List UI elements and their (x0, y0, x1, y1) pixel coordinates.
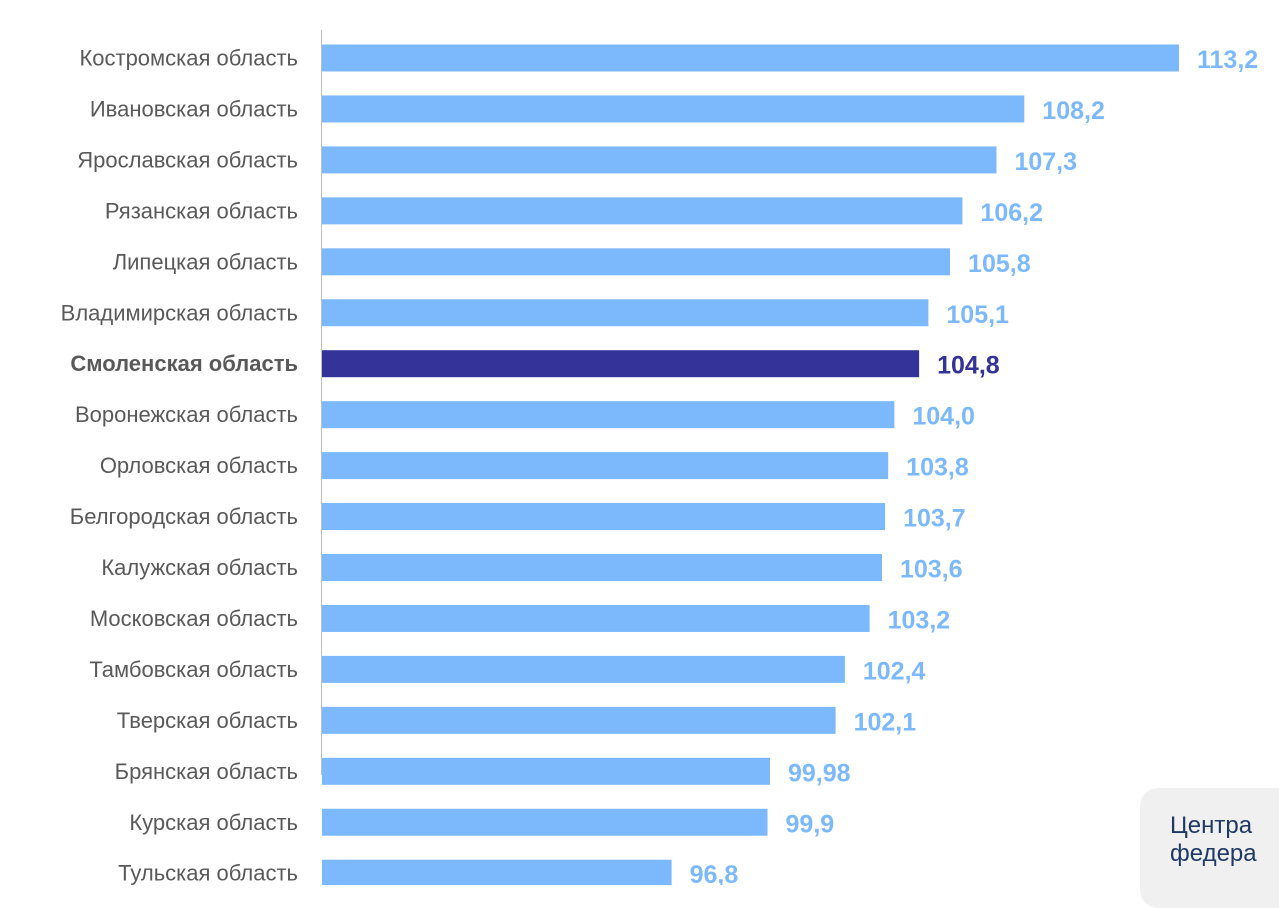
bar (322, 808, 768, 836)
bar (322, 604, 870, 632)
bar (322, 299, 929, 327)
value-label: 103,8 (906, 454, 969, 482)
value-label: 105,8 (968, 250, 1031, 278)
category-label: Рязанская область (105, 198, 298, 223)
value-label: 99,98 (788, 759, 851, 787)
bars-group (322, 44, 1179, 885)
category-label: Курская область (129, 810, 298, 835)
value-label: 103,7 (903, 505, 966, 533)
bar (322, 757, 770, 785)
category-label: Воронежская область (75, 402, 298, 427)
category-label: Липецкая область (113, 249, 298, 274)
bar (322, 401, 895, 429)
value-label: 106,2 (980, 199, 1043, 227)
bar (322, 350, 920, 378)
value-label: 105,1 (946, 301, 1009, 329)
value-label: 102,4 (863, 657, 926, 685)
value-label: 104,8 (937, 352, 1000, 380)
bar (322, 452, 889, 480)
category-label: Ярославская область (77, 147, 298, 172)
bar (322, 554, 882, 581)
note-line-1: Центра (1170, 812, 1253, 839)
bar (322, 146, 997, 174)
value-label: 104,0 (912, 403, 975, 431)
category-label: Брянская область (115, 759, 298, 784)
category-label: Тамбовская область (89, 657, 298, 682)
category-label: Владимирская область (61, 300, 298, 325)
category-labels-group: Костромская область Ивановская область Яро… (61, 46, 298, 886)
category-label: Смоленская область (70, 351, 298, 376)
note-line-2: федера (1170, 840, 1257, 867)
bar-chart: Костромская область Ивановская область Яро… (61, 30, 1259, 886)
value-label: 108,2 (1042, 97, 1105, 125)
category-label: Костромская область (79, 46, 298, 71)
value-label: 107,3 (1014, 148, 1077, 176)
federal-district-note: Центра федера (1140, 788, 1279, 908)
value-label: 103,2 (888, 606, 951, 634)
category-label: Тульская область (118, 861, 298, 885)
bar (322, 197, 963, 225)
value-label: 102,1 (854, 708, 917, 736)
category-label: Белгородская область (70, 504, 298, 529)
value-label: 99,9 (786, 810, 835, 838)
category-label: Орловская область (100, 453, 298, 478)
bar (322, 655, 845, 683)
value-label: 113,2 (1197, 46, 1258, 74)
bar (322, 95, 1025, 123)
category-label: Московская область (90, 606, 298, 631)
category-label: Ивановская область (90, 96, 298, 121)
bar (322, 503, 886, 531)
value-label: 96,8 (690, 861, 739, 885)
bar (322, 706, 836, 734)
bar (322, 44, 1179, 72)
value-labels-group: 113,2 108,2 107,3 106,2 105,8 105,1 104,8 104,0… (690, 46, 1259, 885)
category-label: Тверская область (117, 708, 298, 733)
bar (322, 859, 672, 885)
category-label: Калужская область (101, 555, 298, 580)
bar (322, 248, 951, 276)
value-label: 103,6 (900, 556, 963, 584)
